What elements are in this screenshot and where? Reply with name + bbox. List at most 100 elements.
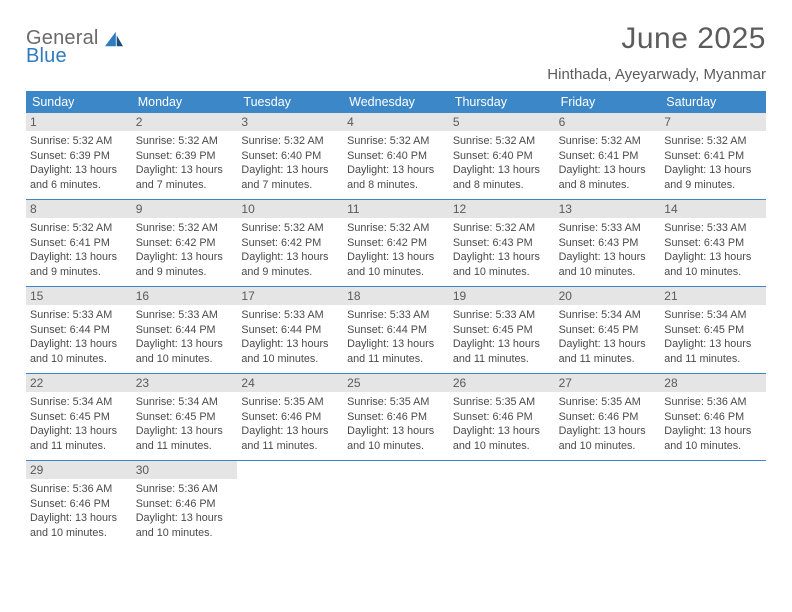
calendar-day: 29Sunrise: 5:36 AMSunset: 6:46 PMDayligh… (26, 461, 132, 547)
weekday-header: Wednesday (343, 91, 449, 113)
day-number: 7 (660, 113, 766, 131)
day-number: 21 (660, 287, 766, 305)
day-details: Sunrise: 5:36 AMSunset: 6:46 PMDaylight:… (30, 482, 128, 540)
day-details: Sunrise: 5:32 AMSunset: 6:42 PMDaylight:… (347, 221, 445, 279)
day-details: Sunrise: 5:34 AMSunset: 6:45 PMDaylight:… (30, 395, 128, 453)
day-number: 2 (132, 113, 238, 131)
day-details: Sunrise: 5:33 AMSunset: 6:44 PMDaylight:… (30, 308, 128, 366)
day-details: Sunrise: 5:32 AMSunset: 6:39 PMDaylight:… (136, 134, 234, 192)
calendar-week: 1Sunrise: 5:32 AMSunset: 6:39 PMDaylight… (26, 113, 766, 200)
day-number: 12 (449, 200, 555, 218)
calendar-week: 8 Sunrise: 5:32 AMSunset: 6:41 PMDaylight… (26, 200, 766, 287)
calendar-day: 19 Sunrise: 5:33 AMSunset: 6:45 PMDayligh… (449, 287, 555, 373)
calendar-day: 14 Sunrise: 5:33 AMSunset: 6:43 PMDayligh… (660, 200, 766, 286)
day-number: 28 (660, 374, 766, 392)
header: General Blue June 2025 Hinthada, Ayeyarw… (26, 22, 766, 83)
calendar-day (555, 461, 661, 547)
calendar-day: 20 Sunrise: 5:34 AMSunset: 6:45 PMDayligh… (555, 287, 661, 373)
calendar-day: 12Sunrise: 5:32 AMSunset: 6:43 PMDayligh… (449, 200, 555, 286)
day-number: 18 (343, 287, 449, 305)
calendar-day: 11Sunrise: 5:32 AMSunset: 6:42 PMDayligh… (343, 200, 449, 286)
calendar-day: 13 Sunrise: 5:33 AMSunset: 6:43 PMDayligh… (555, 200, 661, 286)
brand-line2: Blue (26, 46, 67, 66)
weekday-header: Friday (555, 91, 661, 113)
day-number: 9 (132, 200, 238, 218)
day-number: 1 (26, 113, 132, 131)
day-details: Sunrise: 5:36 AMSunset: 6:46 PMDaylight:… (136, 482, 234, 540)
calendar: SundayMondayTuesdayWednesdayThursdayFrid… (26, 91, 766, 547)
calendar-day: 2 Sunrise: 5:32 AMSunset: 6:39 PMDaylight… (132, 113, 238, 199)
day-number: 26 (449, 374, 555, 392)
day-number: 22 (26, 374, 132, 392)
calendar-day: 3 Sunrise: 5:32 AMSunset: 6:40 PMDaylight… (237, 113, 343, 199)
day-details: Sunrise: 5:32 AMSunset: 6:42 PMDaylight:… (241, 221, 339, 279)
day-details: Sunrise: 5:32 AMSunset: 6:41 PMDaylight:… (559, 134, 657, 192)
day-details: Sunrise: 5:35 AMSunset: 6:46 PMDaylight:… (347, 395, 445, 453)
day-details: Sunrise: 5:36 AMSunset: 6:46 PMDaylight:… (664, 395, 762, 453)
calendar-day: 28 Sunrise: 5:36 AMSunset: 6:46 PMDayligh… (660, 374, 766, 460)
day-number: 19 (449, 287, 555, 305)
day-details: Sunrise: 5:32 AMSunset: 6:41 PMDaylight:… (30, 221, 128, 279)
day-details: Sunrise: 5:33 AMSunset: 6:44 PMDaylight:… (347, 308, 445, 366)
calendar-day: 15 Sunrise: 5:33 AMSunset: 6:44 PMDayligh… (26, 287, 132, 373)
day-number: 10 (237, 200, 343, 218)
calendar-day: 18 Sunrise: 5:33 AMSunset: 6:44 PMDayligh… (343, 287, 449, 373)
location-text: Hinthada, Ayeyarwady, Myanmar (547, 66, 766, 83)
weekday-header: Thursday (449, 91, 555, 113)
calendar-day: 24 Sunrise: 5:35 AMSunset: 6:46 PMDayligh… (237, 374, 343, 460)
weekday-header: Monday (132, 91, 238, 113)
calendar-day: 27Sunrise: 5:35 AMSunset: 6:46 PMDayligh… (555, 374, 661, 460)
day-details: Sunrise: 5:34 AMSunset: 6:45 PMDaylight:… (664, 308, 762, 366)
weekday-header: Saturday (660, 91, 766, 113)
calendar-week: 29Sunrise: 5:36 AMSunset: 6:46 PMDayligh… (26, 461, 766, 547)
day-number: 3 (237, 113, 343, 131)
day-details: Sunrise: 5:33 AMSunset: 6:44 PMDaylight:… (136, 308, 234, 366)
weekday-header-row: SundayMondayTuesdayWednesdayThursdayFrid… (26, 91, 766, 113)
calendar-day: 5 Sunrise: 5:32 AMSunset: 6:40 PMDaylight… (449, 113, 555, 199)
calendar-day: 30 Sunrise: 5:36 AMSunset: 6:46 PMDayligh… (132, 461, 238, 547)
calendar-day (660, 461, 766, 547)
calendar-day: 9 Sunrise: 5:32 AMSunset: 6:42 PMDaylight… (132, 200, 238, 286)
day-details: Sunrise: 5:32 AMSunset: 6:40 PMDaylight:… (347, 134, 445, 192)
calendar-day: 26 Sunrise: 5:35 AMSunset: 6:46 PMDayligh… (449, 374, 555, 460)
calendar-day: 8 Sunrise: 5:32 AMSunset: 6:41 PMDaylight… (26, 200, 132, 286)
day-number: 14 (660, 200, 766, 218)
weekday-header: Tuesday (237, 91, 343, 113)
day-number: 4 (343, 113, 449, 131)
calendar-week: 15Sunrise: 5:33 AMSunset: 6:44 PMDayligh… (26, 287, 766, 374)
day-details: Sunrise: 5:32 AMSunset: 6:42 PMDaylight:… (136, 221, 234, 279)
day-details: Sunrise: 5:33 AMSunset: 6:45 PMDaylight:… (453, 308, 551, 366)
calendar-week: 22Sunrise: 5:34 AMSunset: 6:45 PMDayligh… (26, 374, 766, 461)
day-details: Sunrise: 5:32 AMSunset: 6:40 PMDaylight:… (453, 134, 551, 192)
day-number: 15 (26, 287, 132, 305)
calendar-day: 7Sunrise: 5:32 AMSunset: 6:41 PMDaylight… (660, 113, 766, 199)
calendar-day: 4 Sunrise: 5:32 AMSunset: 6:40 PMDaylight… (343, 113, 449, 199)
day-number: 20 (555, 287, 661, 305)
day-details: Sunrise: 5:33 AMSunset: 6:43 PMDaylight:… (664, 221, 762, 279)
calendar-day (343, 461, 449, 547)
calendar-day: 16Sunrise: 5:33 AMSunset: 6:44 PMDayligh… (132, 287, 238, 373)
day-details: Sunrise: 5:35 AMSunset: 6:46 PMDaylight:… (453, 395, 551, 453)
weekday-header: Sunday (26, 91, 132, 113)
calendar-day: 17 Sunrise: 5:33 AMSunset: 6:44 PMDayligh… (237, 287, 343, 373)
day-number: 5 (449, 113, 555, 131)
day-details: Sunrise: 5:35 AMSunset: 6:46 PMDaylight:… (241, 395, 339, 453)
day-details: Sunrise: 5:33 AMSunset: 6:44 PMDaylight:… (241, 308, 339, 366)
calendar-day: 10 Sunrise: 5:32 AMSunset: 6:42 PMDayligh… (237, 200, 343, 286)
day-number: 25 (343, 374, 449, 392)
calendar-day (237, 461, 343, 547)
day-number: 8 (26, 200, 132, 218)
day-number: 13 (555, 200, 661, 218)
day-number: 24 (237, 374, 343, 392)
day-number: 6 (555, 113, 661, 131)
day-details: Sunrise: 5:34 AMSunset: 6:45 PMDaylight:… (136, 395, 234, 453)
day-number: 30 (132, 461, 238, 479)
day-details: Sunrise: 5:33 AMSunset: 6:43 PMDaylight:… (559, 221, 657, 279)
day-number: 27 (555, 374, 661, 392)
calendar-day (449, 461, 555, 547)
calendar-day: 23Sunrise: 5:34 AMSunset: 6:45 PMDayligh… (132, 374, 238, 460)
day-details: Sunrise: 5:32 AMSunset: 6:40 PMDaylight:… (241, 134, 339, 192)
day-details: Sunrise: 5:34 AMSunset: 6:45 PMDaylight:… (559, 308, 657, 366)
day-number: 17 (237, 287, 343, 305)
calendar-body: 1Sunrise: 5:32 AMSunset: 6:39 PMDaylight… (26, 113, 766, 547)
